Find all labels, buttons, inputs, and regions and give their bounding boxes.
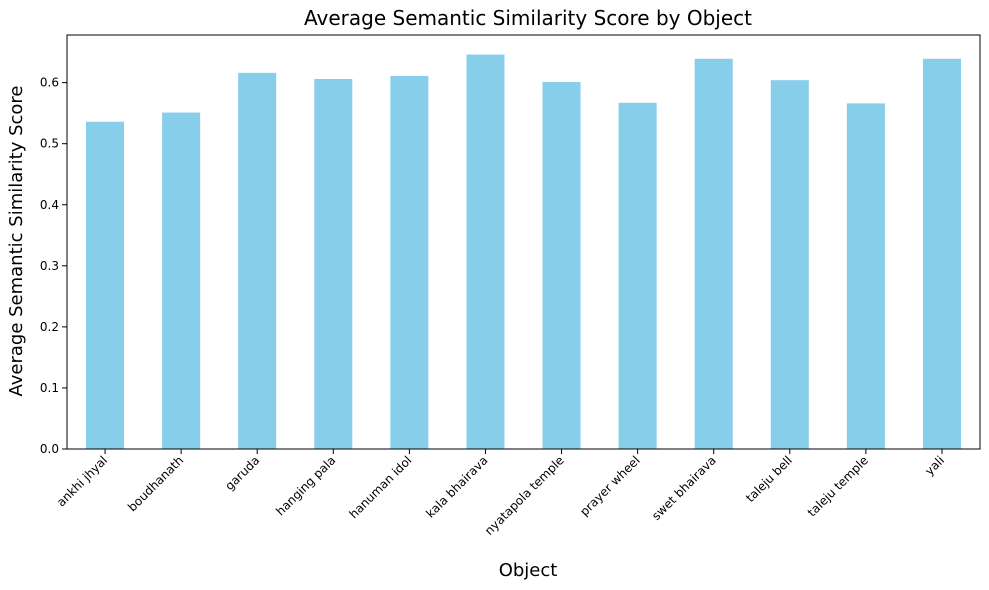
x-tick-label: prayer wheel: [577, 453, 643, 519]
chart-title: Average Semantic Similarity Score by Obj…: [304, 6, 752, 30]
x-tick-label: taleju bell: [743, 453, 795, 505]
x-tick-label: hanuman idol: [346, 453, 414, 521]
y-tick-label: 0.2: [40, 320, 59, 334]
y-axis-ticks: 0.0 0.1 0.2 0.3 0.4 0.5 0.6: [40, 76, 67, 456]
bar-taleju-bell: [770, 80, 809, 449]
y-tick-label: 0.0: [40, 442, 59, 456]
bar-prayer-wheel: [618, 102, 657, 450]
bar-kala-bhairava: [466, 54, 505, 449]
bar-yali: [922, 58, 961, 450]
y-tick-label: 0.3: [40, 259, 59, 273]
x-tick-label: boudhanath: [125, 453, 186, 514]
y-tick-label: 0.5: [40, 137, 59, 151]
x-tick-label: nyatapola temple: [482, 453, 567, 538]
y-tick-label: 0.1: [40, 381, 59, 395]
x-axis-label: Object: [499, 560, 558, 581]
x-tick-label: hanging pala: [273, 453, 338, 518]
x-tick-label: yali: [922, 453, 947, 478]
x-tick-label: garuda: [222, 453, 262, 493]
bar-hanging-pala: [314, 78, 353, 449]
bar-taleju-temple: [846, 103, 885, 450]
y-tick-label: 0.4: [40, 198, 59, 212]
x-tick-label: ankhi jhyal: [54, 453, 110, 509]
plot-frame: [66, 34, 981, 450]
x-tick-label: kala bhairava: [423, 453, 490, 520]
x-tick-label: swet bhairava: [649, 453, 719, 523]
x-axis-ticks: ankhi jhyal boudhanath garuda hanging pala h…: [54, 449, 947, 538]
bar-boudhanath: [162, 112, 201, 449]
bar-ankhi-jhyal: [86, 121, 125, 450]
bar-hanuman-idol: [390, 75, 429, 450]
bar-garuda: [238, 72, 277, 450]
bar-nyatapola-temple: [542, 82, 581, 449]
x-tick-label: taleju temple: [805, 453, 871, 519]
y-tick-label: 0.6: [40, 76, 59, 90]
bar-swet-bhairava: [694, 58, 733, 450]
bars-group: [86, 54, 961, 450]
y-axis-label: Average Semantic Similarity Score: [6, 85, 27, 396]
